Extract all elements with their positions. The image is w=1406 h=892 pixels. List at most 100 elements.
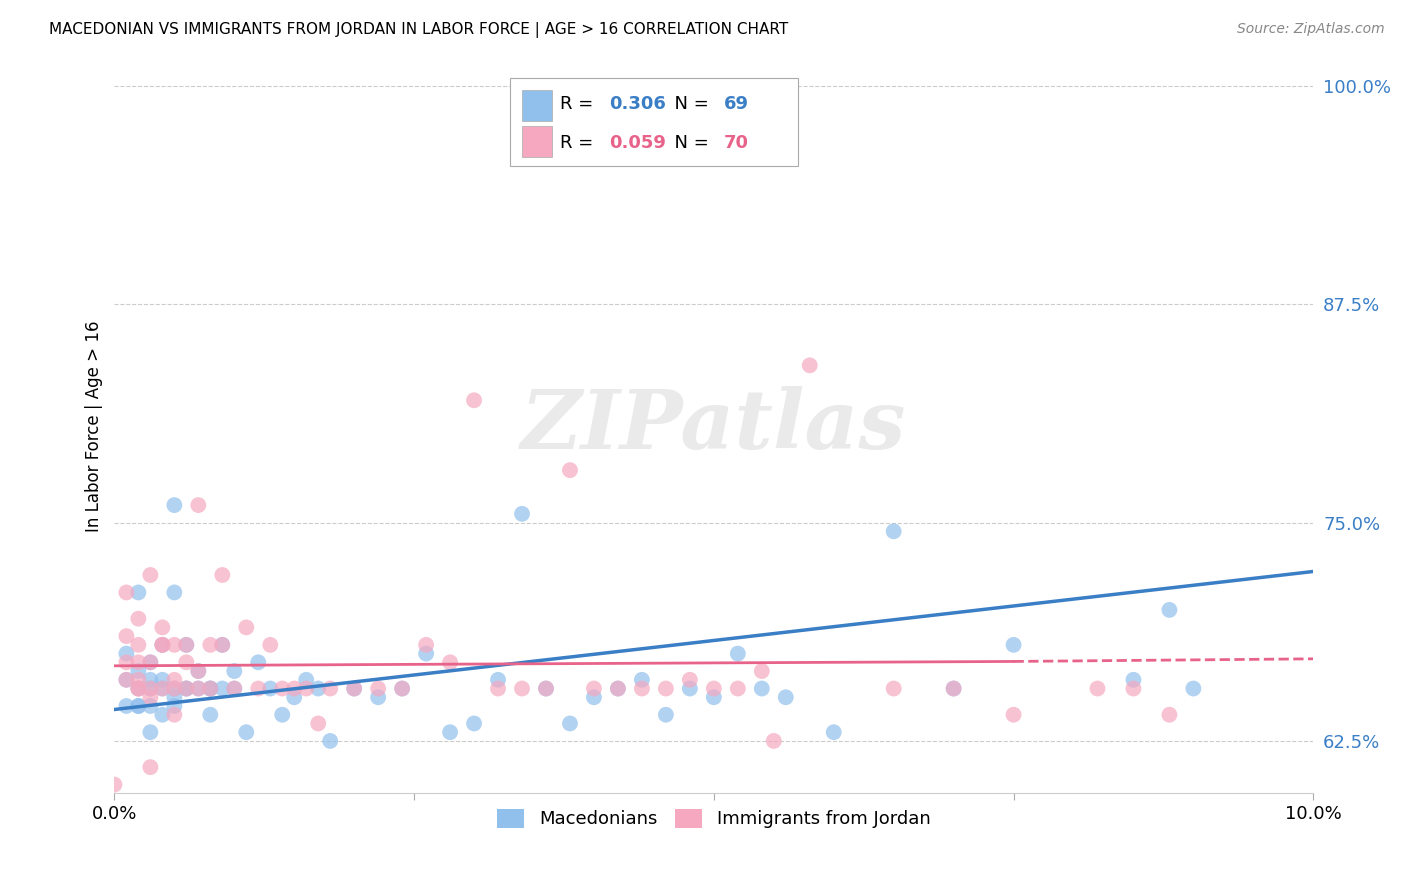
Point <box>187 681 209 696</box>
Point <box>703 690 725 705</box>
Point <box>200 707 222 722</box>
Point <box>127 585 149 599</box>
Point <box>115 698 138 713</box>
Point <box>510 681 533 696</box>
Point <box>176 681 198 696</box>
Text: R =: R = <box>561 134 599 152</box>
Point <box>127 656 149 670</box>
Point <box>127 698 149 713</box>
Point <box>259 638 281 652</box>
Text: 70: 70 <box>724 134 748 152</box>
Point <box>343 681 366 696</box>
Point <box>211 638 233 652</box>
Point <box>150 638 173 652</box>
Point <box>200 681 222 696</box>
Point <box>582 690 605 705</box>
Point <box>187 681 209 696</box>
Point <box>176 638 198 652</box>
Point <box>211 568 233 582</box>
Point <box>727 681 749 696</box>
Point <box>439 656 461 670</box>
Text: N =: N = <box>664 134 716 152</box>
Point <box>163 690 186 705</box>
Point <box>319 681 342 696</box>
Y-axis label: In Labor Force | Age > 16: In Labor Force | Age > 16 <box>86 321 103 533</box>
Point <box>115 656 138 670</box>
Point <box>211 681 233 696</box>
Point <box>163 698 186 713</box>
Point <box>679 673 702 687</box>
Point <box>200 681 222 696</box>
Point <box>150 707 173 722</box>
Point <box>486 673 509 687</box>
Point <box>655 681 678 696</box>
Point <box>1159 707 1181 722</box>
Point <box>163 498 186 512</box>
Point <box>163 681 186 696</box>
Point <box>762 734 785 748</box>
Point <box>176 638 198 652</box>
Point <box>307 716 329 731</box>
Point <box>883 524 905 539</box>
Point <box>942 681 965 696</box>
Point <box>655 707 678 722</box>
Point <box>139 681 162 696</box>
Point <box>127 681 149 696</box>
Point <box>367 690 389 705</box>
Point <box>1122 673 1144 687</box>
Point <box>200 681 222 696</box>
Point <box>115 673 138 687</box>
Point <box>139 698 162 713</box>
Point <box>534 681 557 696</box>
Point <box>727 647 749 661</box>
Point <box>187 498 209 512</box>
Point <box>1159 603 1181 617</box>
Point <box>103 778 125 792</box>
Point <box>606 681 628 696</box>
Point <box>415 638 437 652</box>
Point <box>150 673 173 687</box>
Point <box>150 620 173 634</box>
Text: 0.059: 0.059 <box>610 134 666 152</box>
Point <box>176 681 198 696</box>
Point <box>558 716 581 731</box>
Text: 69: 69 <box>724 95 748 113</box>
Point <box>307 681 329 696</box>
Point <box>127 698 149 713</box>
Point <box>139 656 162 670</box>
Point <box>163 673 186 687</box>
Point <box>1002 638 1025 652</box>
Point <box>139 656 162 670</box>
Point <box>163 638 186 652</box>
Point <box>139 725 162 739</box>
Point <box>415 647 437 661</box>
Point <box>127 681 149 696</box>
Text: N =: N = <box>664 95 716 113</box>
Point <box>127 612 149 626</box>
Text: R =: R = <box>561 95 599 113</box>
Point <box>163 681 186 696</box>
Point <box>1182 681 1205 696</box>
Point <box>1087 681 1109 696</box>
Text: MACEDONIAN VS IMMIGRANTS FROM JORDAN IN LABOR FORCE | AGE > 16 CORRELATION CHART: MACEDONIAN VS IMMIGRANTS FROM JORDAN IN … <box>49 22 789 38</box>
Bar <box>522 90 553 120</box>
Point <box>115 629 138 643</box>
Legend: Macedonians, Immigrants from Jordan: Macedonians, Immigrants from Jordan <box>491 802 938 836</box>
Point <box>631 673 654 687</box>
Point <box>391 681 413 696</box>
Point <box>224 681 246 696</box>
Point <box>150 638 173 652</box>
Point <box>582 681 605 696</box>
Point <box>150 638 173 652</box>
Point <box>271 707 294 722</box>
Text: Source: ZipAtlas.com: Source: ZipAtlas.com <box>1237 22 1385 37</box>
Point <box>558 463 581 477</box>
Point <box>283 690 305 705</box>
Point <box>367 681 389 696</box>
FancyBboxPatch shape <box>510 78 797 166</box>
Bar <box>522 127 553 157</box>
Point <box>163 585 186 599</box>
Point <box>235 620 257 634</box>
Point <box>127 664 149 678</box>
Point <box>439 725 461 739</box>
